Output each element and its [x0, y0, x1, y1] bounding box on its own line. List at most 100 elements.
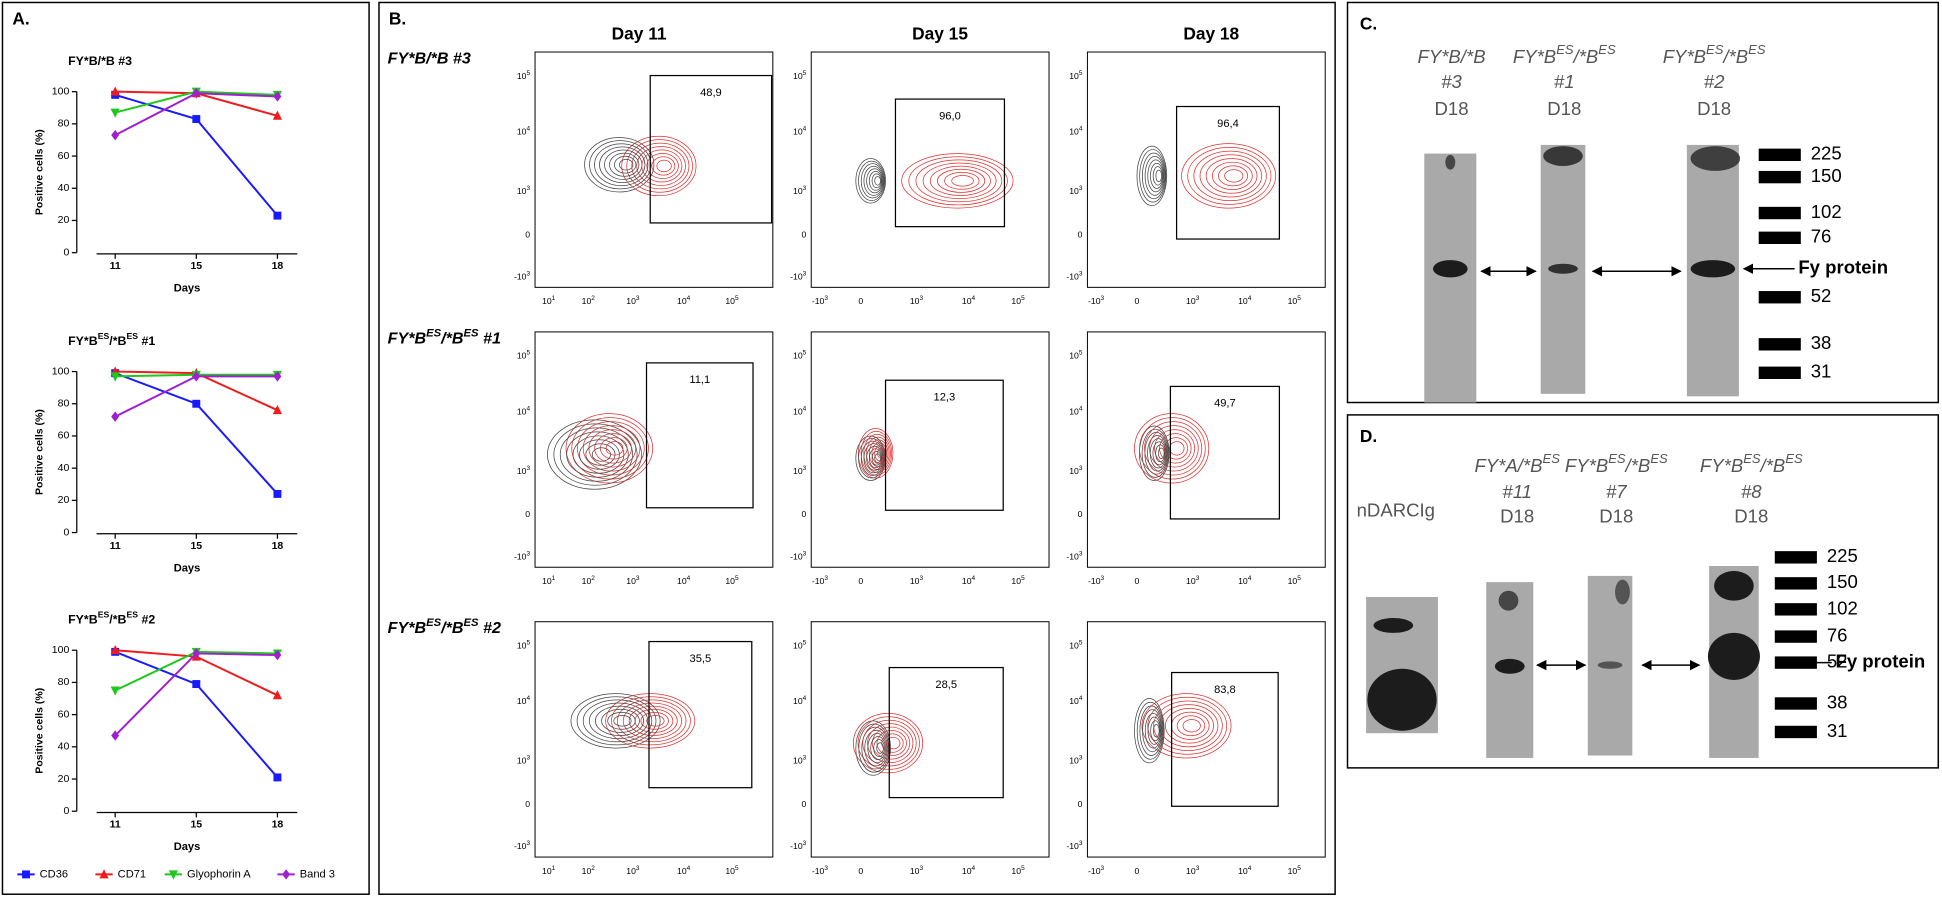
point — [272, 404, 283, 415]
ladder-label: 76 — [1811, 226, 1832, 247]
x-tick-label-exp: 5 — [1021, 295, 1025, 302]
x-tick-label: 101 — [542, 865, 556, 876]
series-line — [114, 93, 279, 217]
contour — [1147, 435, 1168, 472]
lane-day: D18 — [1697, 98, 1731, 119]
blot-band — [1714, 570, 1754, 601]
series-line — [114, 652, 278, 737]
blot-band — [1367, 668, 1437, 731]
ladder-label: 52 — [1827, 651, 1848, 672]
y-tick-label-base: 10 — [517, 466, 527, 476]
point — [282, 869, 291, 880]
y-tick-label-base: 0 — [1078, 230, 1083, 240]
blot-band — [1373, 618, 1414, 633]
lane-genotype-part: ES — [1608, 451, 1626, 466]
x-tick-label: 103 — [910, 295, 924, 306]
plot-frame — [534, 621, 774, 858]
y-tick-label-exp: 5 — [1079, 640, 1083, 647]
point — [22, 870, 30, 879]
contour — [861, 726, 889, 770]
y-tick-label-exp: 4 — [526, 406, 530, 413]
point — [99, 869, 109, 879]
ladder-mark — [1774, 603, 1817, 616]
x-tick-label-exp: 4 — [687, 575, 691, 582]
x-tick-label-exp: 5 — [735, 865, 739, 872]
contour — [585, 443, 616, 466]
y-tick-label: 105 — [1069, 70, 1083, 81]
y-tick-label-exp: 4 — [803, 695, 807, 702]
contour — [1176, 715, 1206, 737]
y-tick-label-base: 10 — [517, 407, 527, 417]
x-tick-label-base: 10 — [1186, 576, 1196, 586]
contour — [886, 736, 901, 750]
contour — [1164, 437, 1188, 460]
x-tick-label-base: 10 — [962, 296, 972, 306]
lane-clone: #3 — [1441, 71, 1462, 92]
contour — [1152, 166, 1163, 186]
x-tick-label-exp: 3 — [920, 295, 924, 302]
y-tick-label-base: 10 — [517, 351, 527, 361]
x-tick-label-exp: 3 — [1101, 295, 1105, 302]
y-tick-label: 0 — [525, 230, 530, 240]
row-genotype-part: /*B — [440, 330, 464, 348]
contour — [656, 159, 672, 173]
contour — [1165, 708, 1214, 744]
y-tick-label: 40 — [58, 462, 70, 474]
x-tick-label: 0 — [858, 866, 863, 876]
contour — [570, 693, 661, 749]
column-header: Day 18 — [1183, 23, 1239, 43]
contour — [584, 137, 655, 193]
point — [273, 211, 282, 220]
gate — [645, 362, 754, 509]
x-tick-label: 104 — [962, 865, 976, 876]
lane-genotype-part: ES — [1743, 451, 1761, 466]
y-tick-label: -103 — [1066, 271, 1083, 282]
contour — [566, 431, 629, 478]
point — [110, 372, 120, 382]
contour — [1149, 438, 1167, 469]
control-label: nDARCIg — [1357, 499, 1435, 520]
x-tick-label: 104 — [677, 295, 691, 306]
x-tick-label-base: 10 — [1238, 296, 1248, 306]
contour — [868, 170, 883, 191]
contour — [594, 433, 632, 464]
chart-title-part: /*B — [109, 334, 126, 348]
y-tick-label-base: -10 — [1066, 552, 1079, 562]
x-tick-label-exp: 2 — [591, 865, 595, 872]
chart-title: FY*BES/*BES #1 — [68, 331, 155, 348]
contour — [1187, 146, 1272, 205]
contour — [874, 176, 881, 186]
y-tick-label-base: 10 — [1069, 71, 1079, 81]
y-tick-label: -103 — [1066, 551, 1083, 562]
contour — [1205, 158, 1258, 194]
y-tick-label: 20 — [58, 214, 70, 226]
x-tick-label: 105 — [1288, 295, 1302, 306]
x-tick-label-base: 10 — [626, 576, 636, 586]
y-tick-label: 0 — [63, 526, 69, 538]
lane-day: D18 — [1734, 506, 1768, 527]
contour — [1193, 150, 1267, 202]
lane-genotype-part: ES — [1785, 451, 1803, 466]
gate-value: 35,5 — [690, 653, 712, 665]
lane-genotype: FY*BES/*BES — [1700, 451, 1803, 476]
contour — [863, 165, 884, 196]
x-tick-label-exp: 1 — [552, 575, 556, 582]
x-tick-label-exp: 4 — [972, 865, 976, 872]
y-tick-label-base: -10 — [1066, 272, 1079, 282]
contour — [601, 708, 640, 733]
x-tick-label: 103 — [626, 865, 640, 876]
x-tick-label: 103 — [626, 295, 640, 306]
y-tick-label: 104 — [1069, 406, 1083, 417]
chart-title: FY*BES/*BES #2 — [68, 610, 155, 627]
y-tick-label: 105 — [793, 350, 807, 361]
x-tick-label: -103 — [812, 575, 829, 586]
y-tick-label-base: 10 — [517, 756, 527, 766]
y-axis-title: Positive cells (%) — [33, 129, 45, 215]
x-tick-label-exp: 4 — [687, 865, 691, 872]
y-tick-label-base: 10 — [1069, 186, 1079, 196]
blot-band — [1548, 263, 1578, 274]
lane-genotype-part: /*B — [1759, 455, 1786, 476]
x-tick-label: 102 — [582, 295, 596, 306]
y-tick-label: 20 — [58, 773, 70, 785]
x-tick-label: 104 — [1238, 295, 1252, 306]
